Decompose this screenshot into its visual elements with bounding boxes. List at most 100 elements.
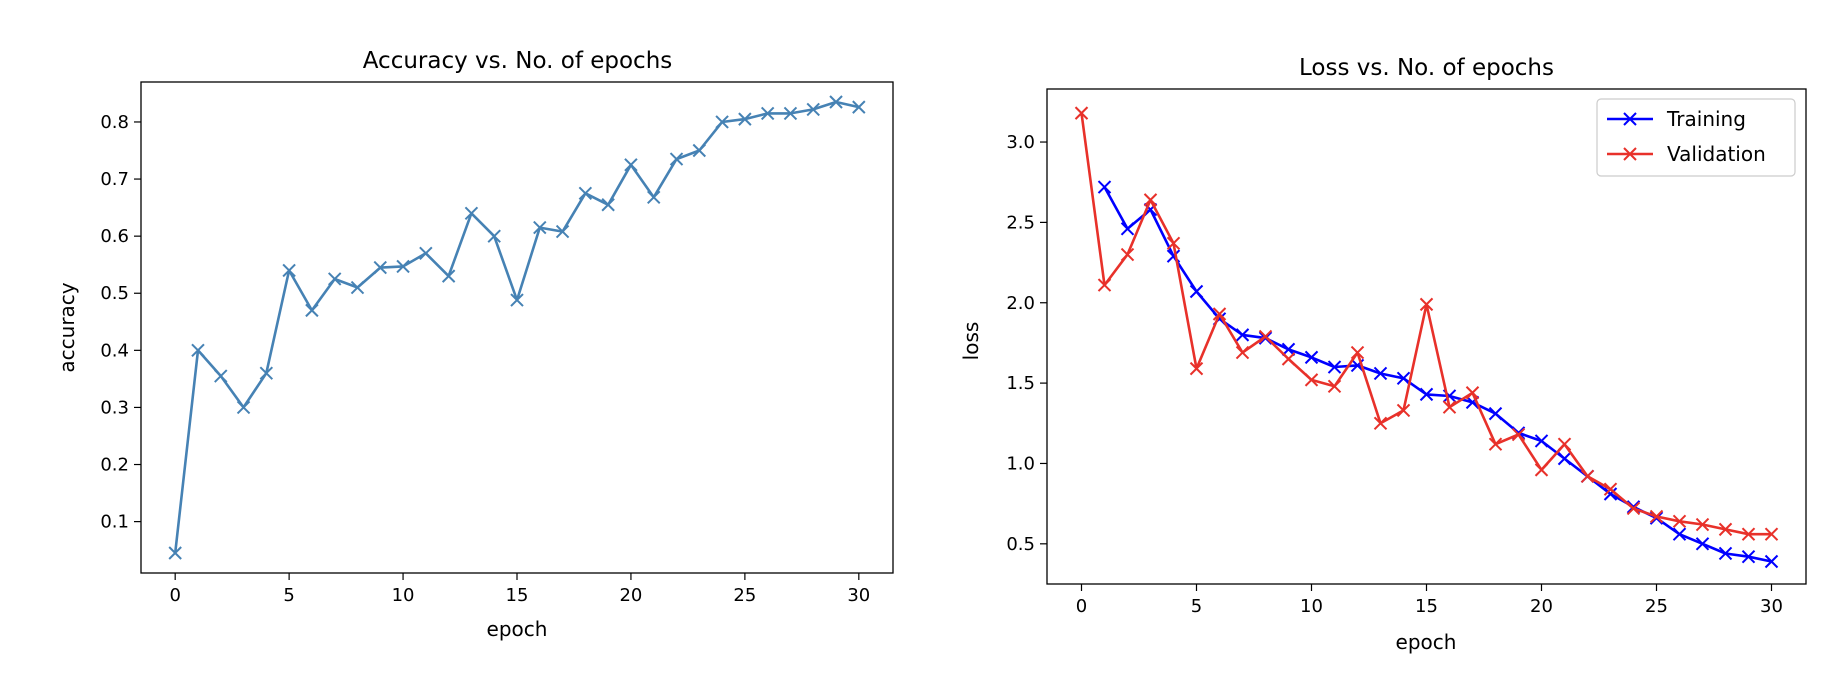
loss-y-ticks: 0.5 1.0 1.5 2.0 2.5 3.0 <box>1006 132 1047 555</box>
x-tick-label: 5 <box>283 585 294 606</box>
training-series-line <box>1103 186 1772 563</box>
accuracy-series-line <box>173 100 860 554</box>
validation-series-point <box>1327 379 1342 394</box>
accuracy-y-ticks: 0.1 0.2 0.3 0.4 0.5 0.6 0.7 0.8 <box>100 112 141 533</box>
accuracy-series-point <box>441 269 456 283</box>
y-tick-label: 2.5 <box>1006 212 1035 233</box>
accuracy-series-point <box>282 263 296 278</box>
validation-series-point <box>1396 403 1411 418</box>
validation-series-point <box>1419 297 1434 312</box>
accuracy-series-point <box>350 280 365 295</box>
x-tick-label: 20 <box>1530 596 1553 617</box>
accuracy-series-point <box>214 369 228 383</box>
accuracy-x-axis-label: epoch <box>487 617 548 641</box>
accuracy-series-point <box>669 152 684 166</box>
loss-legend: Training Validation <box>1596 98 1796 177</box>
x-tick-label: 10 <box>392 585 415 606</box>
y-tick-label: 0.5 <box>1006 534 1035 555</box>
x-tick-label: 25 <box>733 585 756 606</box>
accuracy-series-point <box>533 220 547 235</box>
training-series-point <box>1235 328 1250 342</box>
validation-series-point <box>1672 514 1687 529</box>
training-series-point <box>1534 434 1549 448</box>
accuracy-series-point <box>647 190 661 205</box>
training-series-point <box>1672 527 1687 541</box>
accuracy-series-point <box>396 259 410 274</box>
legend-marker <box>1623 147 1637 161</box>
loss-chart: Loss vs. No. of epochs 0 5 10 15 20 25 30 0.5 1… <box>959 55 1807 654</box>
y-tick-label: 0.4 <box>100 340 129 361</box>
accuracy-series-point <box>738 112 752 126</box>
validation-series-point <box>1695 517 1710 532</box>
accuracy-series-point <box>464 206 479 221</box>
validation-series-point <box>1350 345 1365 360</box>
training-series-point <box>1764 554 1779 569</box>
y-tick-label: 0.2 <box>100 455 129 476</box>
validation-series-point <box>1511 427 1526 442</box>
accuracy-x-ticks: 0 5 10 15 20 25 30 <box>169 573 870 606</box>
x-tick-label: 15 <box>1415 596 1438 617</box>
y-tick-label: 1.0 <box>1006 453 1035 474</box>
accuracy-plot-area <box>168 95 866 560</box>
accuracy-series-point <box>327 272 342 286</box>
validation-series-point <box>1235 345 1250 360</box>
accuracy-series-point <box>487 229 501 243</box>
loss-chart-title: Loss vs. No. of epochs <box>1299 55 1554 81</box>
accuracy-series-point <box>236 400 251 415</box>
validation-series-point <box>1166 236 1181 250</box>
training-series-point <box>1695 537 1710 551</box>
loss-y-axis-label: loss <box>959 322 983 361</box>
accuracy-series-point <box>624 158 638 172</box>
y-tick-label: 0.6 <box>100 226 129 247</box>
legend-label: Training <box>1666 107 1746 131</box>
validation-series-point <box>1557 437 1572 451</box>
training-series-point <box>1603 487 1618 501</box>
x-tick-label: 5 <box>1191 596 1202 617</box>
accuracy-series-point <box>829 95 843 109</box>
accuracy-series-point <box>578 186 593 201</box>
validation-series-point <box>1718 522 1733 537</box>
validation-series-point <box>1442 400 1457 414</box>
accuracy-series-point <box>601 198 615 212</box>
loss-x-axis-label: epoch <box>1396 630 1457 654</box>
accuracy-chart-title: Accuracy vs. No. of epochs <box>363 48 673 74</box>
training-series-point <box>1557 451 1572 466</box>
training-series-point <box>1419 387 1434 402</box>
validation-series-point <box>1212 307 1227 321</box>
validation-series-point <box>1120 247 1135 262</box>
validation-series-point <box>1764 527 1779 541</box>
validation-series-point <box>1465 386 1480 400</box>
y-tick-label: 0.1 <box>100 512 129 533</box>
accuracy-series-point <box>852 100 866 114</box>
training-series-point <box>1718 546 1733 561</box>
validation-series-point <box>1626 501 1641 516</box>
legend-label: Validation <box>1667 142 1766 166</box>
x-tick-label: 30 <box>847 585 870 606</box>
y-tick-label: 0.3 <box>100 397 129 418</box>
training-series-point <box>1465 395 1480 410</box>
validation-series-point <box>1281 352 1296 366</box>
y-tick-label: 2.0 <box>1006 293 1035 314</box>
accuracy-series-point <box>783 106 798 121</box>
y-tick-label: 0.5 <box>100 283 129 304</box>
accuracy-series-point <box>760 106 775 121</box>
x-tick-label: 20 <box>619 585 642 606</box>
accuracy-y-axis-label: accuracy <box>55 282 79 372</box>
validation-series-point <box>1097 278 1112 292</box>
validation-series-point <box>1304 373 1319 387</box>
accuracy-series-point <box>373 260 387 275</box>
x-tick-label: 10 <box>1300 596 1323 617</box>
training-series-point <box>1304 350 1319 365</box>
training-series-point <box>1488 406 1503 421</box>
accuracy-series-point <box>168 546 182 560</box>
accuracy-series-point <box>715 115 729 129</box>
y-tick-label: 0.7 <box>100 169 129 190</box>
loss-plot-area <box>1074 106 1779 569</box>
validation-series-point <box>1580 469 1595 484</box>
validation-series-point <box>1649 509 1664 524</box>
validation-series-point <box>1534 463 1549 477</box>
x-tick-label: 15 <box>506 585 529 606</box>
validation-series-point <box>1189 361 1204 376</box>
accuracy-axes-frame <box>140 81 894 574</box>
validation-series-point <box>1603 482 1618 496</box>
